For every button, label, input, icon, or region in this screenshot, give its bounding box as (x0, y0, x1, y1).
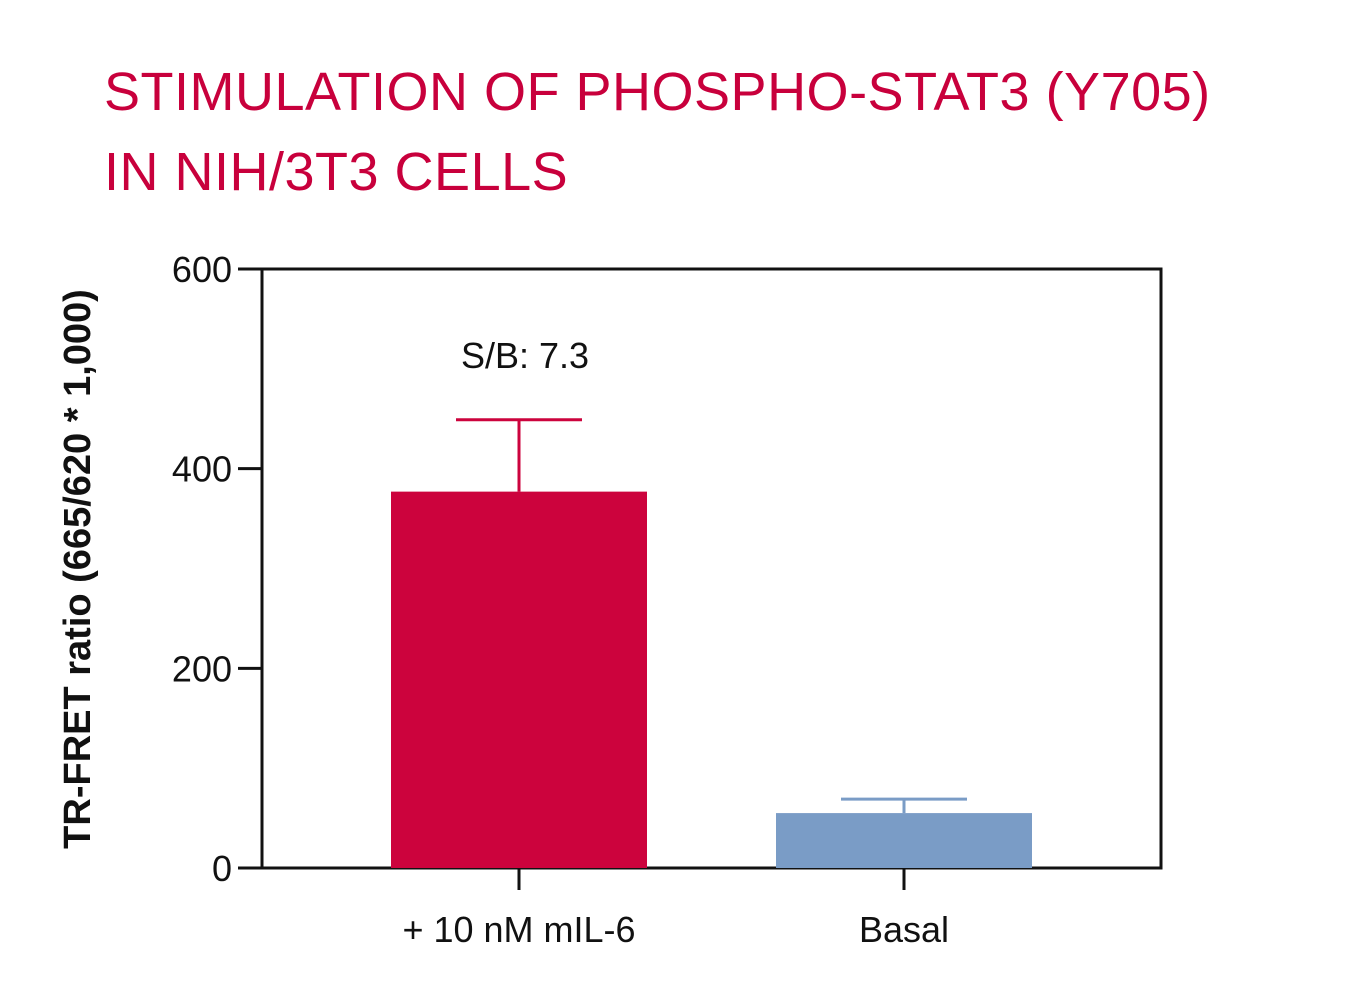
chart-title: STIMULATION OF PHOSPHO-STAT3 (Y705) IN N… (104, 52, 1211, 212)
chart-title-line-1: STIMULATION OF PHOSPHO-STAT3 (Y705) (104, 62, 1211, 122)
y-tick-label-3: 600 (172, 249, 232, 290)
plot-frame (260, 267, 1163, 870)
y-tick-label-2: 400 (172, 449, 232, 490)
bar-0 (391, 491, 647, 868)
x-category-label-1: Basal (859, 909, 949, 950)
x-category-label-0: + 10 nM mIL-6 (402, 909, 635, 950)
sb-annotation: S/B: 7.3 (461, 335, 589, 376)
chart-title-line-2: IN NIH/3T3 CELLS (104, 142, 569, 202)
bar-1 (776, 813, 1032, 868)
y-tick-label-1: 200 (172, 648, 232, 689)
y-axis-label: TR-FRET ratio (665/620 * 1,000) (57, 289, 99, 849)
y-tick-label-0: 0 (212, 848, 232, 889)
